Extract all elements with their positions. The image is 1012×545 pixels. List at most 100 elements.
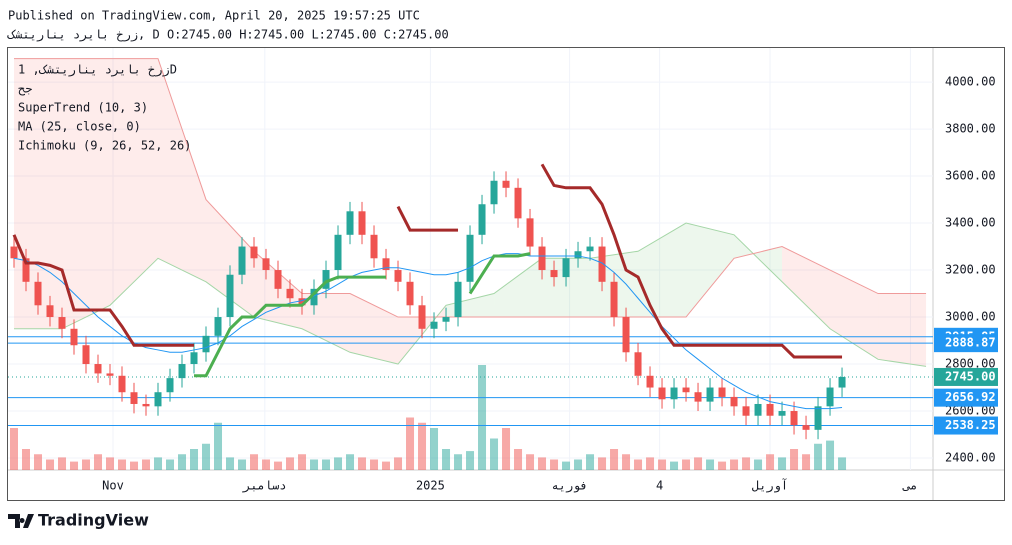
candle-body [598,246,606,282]
price-box [934,334,998,353]
candle-body [694,392,702,402]
volume-bar [274,461,283,470]
candle-body [178,364,186,379]
candle-body [838,376,846,388]
cloud [110,58,159,306]
candle-body [634,352,642,376]
candle-body [730,396,738,407]
y-tick-label: 3200.00 [945,263,996,277]
y-tick-label: 3600.00 [945,169,996,183]
candle-body [706,387,714,402]
candle-body [430,321,438,329]
candle-body [202,335,210,353]
volume-bar [154,457,163,470]
candle-body [22,258,30,282]
volume-bar [754,459,763,470]
candle-body [502,180,510,188]
volume-bar [118,459,127,470]
candle-body [154,392,162,407]
y-tick-label: 4000.00 [945,75,996,89]
volume-bar [634,459,643,470]
candle-body [514,187,522,219]
cloud [686,223,735,318]
volume-bar [214,422,223,470]
x-tick-label: دسامبر [242,479,286,494]
volume-bar [778,457,787,470]
candle-body [34,281,42,306]
candle-body [646,375,654,388]
candle-body [574,251,582,259]
candle-body [82,345,90,365]
volume-bar [142,459,151,470]
x-tick-label: می [902,479,917,493]
candle-body [286,288,294,299]
volume-bar [802,454,811,470]
volume-bar [838,457,847,470]
volume-bar [454,454,463,470]
volume-bar [538,457,547,470]
candle-body [682,387,690,393]
candle-body [778,411,786,416]
candle-body [610,281,618,318]
candle-body [94,364,102,374]
volume-bar [70,461,79,470]
volume-bar [502,428,511,470]
candle-body [346,211,354,235]
volume-bar [790,449,799,470]
candle-body [814,406,822,430]
price-box-label: 2656.92 [945,390,996,404]
candle-body [406,281,414,306]
price-box-label: 2888.87 [945,336,996,350]
y-tick-label: 3400.00 [945,216,996,230]
candle-body [790,411,798,426]
volume-bar [310,459,319,470]
candle-body [334,234,342,271]
volume-bar [430,428,439,470]
x-tick-label: 2025 [416,479,445,493]
candle-body [310,288,318,306]
volume-bar [694,457,703,470]
volume-bar [226,457,235,470]
candle-body [262,258,270,271]
volume-bar [58,457,67,470]
candle-body [478,204,486,235]
cloud [830,270,879,360]
volume-bar [550,459,559,470]
candle-body [322,270,330,289]
y-tick-label: 2600.00 [945,404,996,418]
volume-bar [250,454,259,470]
volume-bar [526,454,535,470]
cloud [782,246,831,329]
volume-bar [406,417,415,470]
candle-body [550,270,558,278]
price-box-label: 2538.25 [945,418,996,432]
x-tick-label: فوریه [552,479,588,494]
candle-body [718,387,726,397]
frame [7,47,1005,501]
candle-body [382,258,390,271]
x-tick-label: Nov [102,479,124,493]
volume-bar [490,438,499,470]
volume-bar [322,459,331,470]
plot [8,58,933,470]
candle-body [214,317,222,336]
volume-bar [718,461,727,470]
candle-body [70,328,78,346]
price-box [934,416,998,435]
cloud [350,293,399,365]
ma-line [13,253,843,410]
volume-bar [574,459,583,470]
volume-bar [442,449,451,470]
candle-body [394,270,402,282]
candle-body [538,246,546,271]
candle-body [802,425,810,430]
volume-bar [598,457,607,470]
volume-bar [418,422,427,470]
price-box [934,388,998,407]
volume-bar [298,454,307,470]
volume-bar [706,459,715,470]
legend-ichimoku: Ichimoku (9, 26, 52, 26) [18,139,191,153]
published: Published on TradingView.com, April 20, … [8,9,420,23]
candle-body [670,387,678,400]
candle-body [826,387,834,407]
